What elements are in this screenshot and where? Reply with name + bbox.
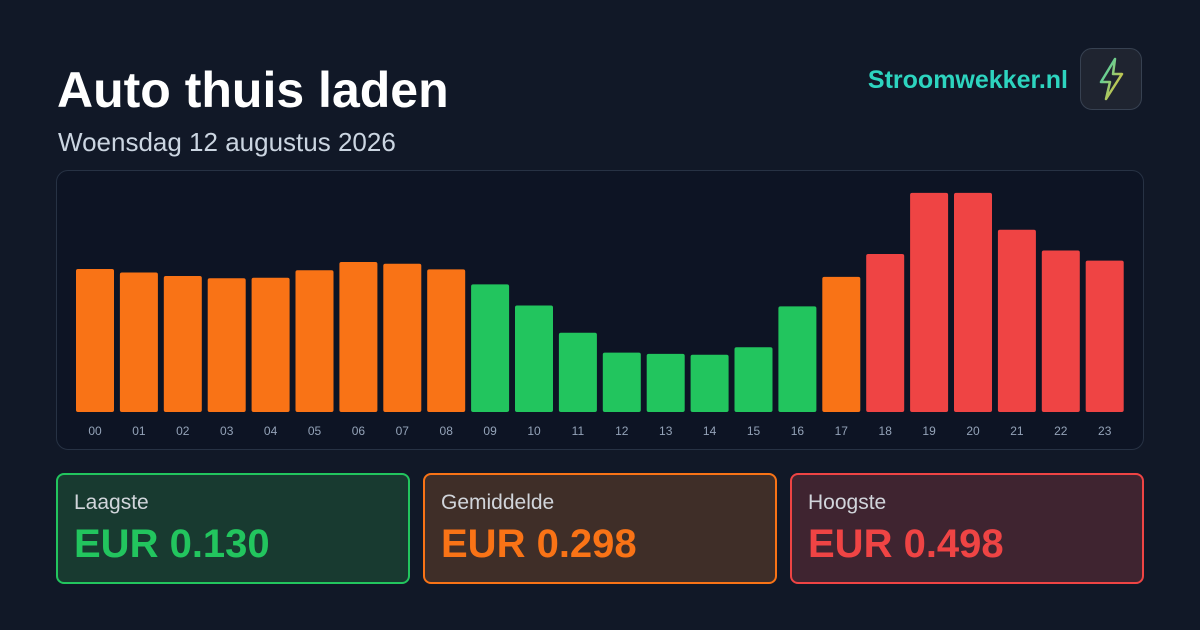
x-tick-label: 08 [440, 424, 454, 438]
x-tick-label: 01 [132, 424, 146, 438]
x-tick-label: 16 [791, 424, 805, 438]
x-tick-label: 18 [879, 424, 893, 438]
lightning-bolt-icon [1099, 57, 1124, 101]
bar-hour-08 [427, 269, 466, 412]
brand-logo [1080, 48, 1142, 110]
bar-hour-12 [602, 352, 641, 412]
x-tick-label: 10 [527, 424, 541, 438]
bar-hour-00 [76, 269, 114, 412]
x-tick-label: 23 [1098, 424, 1112, 438]
x-tick-label: 13 [659, 424, 673, 438]
page-title: Auto thuis laden [57, 62, 449, 118]
bar-hour-03 [207, 278, 246, 412]
stat-card-average: Gemiddelde EUR 0.298 [423, 473, 777, 584]
bar-hour-23 [1085, 260, 1124, 412]
x-tick-label: 19 [922, 424, 936, 438]
x-tick-label: 12 [615, 424, 629, 438]
bar-hour-14 [690, 354, 729, 412]
bar-hour-02 [163, 276, 202, 412]
x-tick-label: 17 [835, 424, 849, 438]
price-chart: 00 01 02 03 04 05 06 07 08 09 10 11 12 13 14 15 16 17 18 19… [56, 170, 1144, 450]
brand-name[interactable]: Stroomwekker.nl [867, 66, 1068, 94]
x-tick-label: 20 [966, 424, 980, 438]
x-tick-label: 05 [308, 424, 322, 438]
bar-hour-05 [295, 270, 334, 412]
bar-hour-22 [1041, 250, 1080, 412]
bar-hour-18 [866, 254, 905, 412]
bar-hour-13 [646, 353, 685, 412]
bar-hour-04 [251, 277, 290, 412]
x-tick-label: 06 [352, 424, 366, 438]
x-tick-label: 15 [747, 424, 761, 438]
stat-lowest-label: Laagste [74, 491, 149, 514]
stat-average-value: EUR 0.298 [441, 522, 637, 566]
bar-hour-07 [383, 263, 422, 412]
bar-hour-09 [471, 284, 510, 412]
bar-hour-15 [734, 347, 773, 412]
x-tick-label: 07 [396, 424, 410, 438]
x-tick-label: 11 [572, 424, 585, 438]
stat-average-label: Gemiddelde [441, 491, 555, 514]
bar-hour-17 [822, 276, 861, 412]
x-tick-label: 03 [220, 424, 234, 438]
x-tick-label: 00 [88, 424, 102, 438]
stat-card-lowest: Laagste EUR 0.130 [56, 473, 410, 584]
bar-hour-20 [954, 192, 992, 412]
x-tick-label: 22 [1054, 424, 1068, 438]
x-tick-label: 04 [264, 424, 278, 438]
x-tick-label: 21 [1010, 424, 1024, 438]
page-subtitle-date: Woensdag 12 augustus 2026 [58, 127, 396, 157]
bar-hour-19 [910, 192, 949, 412]
stat-card-highest: Hoogste EUR 0.498 [790, 473, 1144, 584]
x-tick-label: 09 [483, 424, 497, 438]
stat-lowest-value: EUR 0.130 [74, 522, 270, 566]
stat-highest-label: Hoogste [808, 491, 887, 514]
price-chart-svg: 00 01 02 03 04 05 06 07 08 09 10 11 12 13 14 15 16 17 18 19… [76, 192, 1124, 438]
bar-hour-11 [558, 332, 597, 412]
bar-hour-06 [339, 262, 378, 412]
bar-hour-10 [515, 305, 553, 412]
bar-hour-16 [778, 306, 817, 412]
x-tick-label: 02 [176, 424, 190, 438]
bar-hour-21 [997, 229, 1036, 412]
stat-highest-value: EUR 0.498 [808, 522, 1004, 566]
x-tick-label: 14 [703, 424, 717, 438]
bar-hour-01 [119, 272, 158, 412]
